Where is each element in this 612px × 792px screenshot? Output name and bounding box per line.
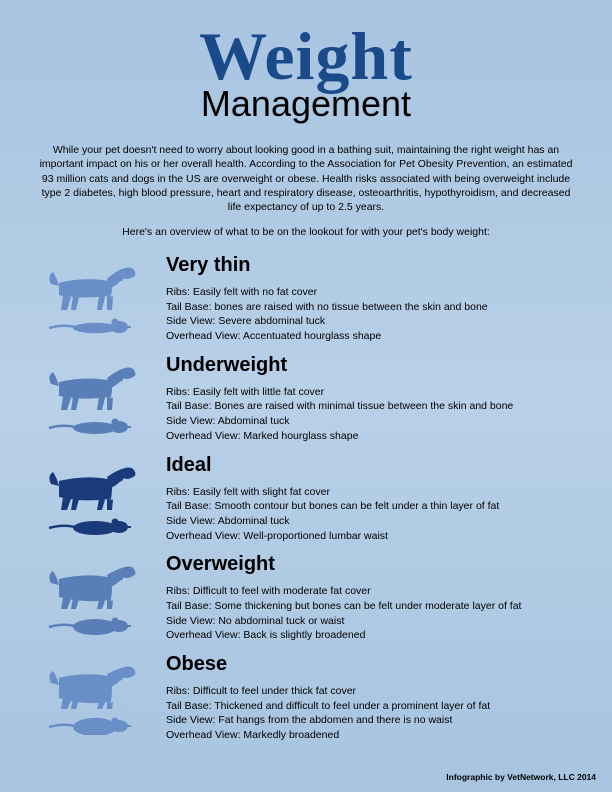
category-title: Ideal <box>166 454 584 477</box>
categories-list: Very thin Ribs: Easily felt with no fat … <box>28 252 584 743</box>
category-text: Ideal Ribs: Easily felt with slight fat … <box>158 452 584 544</box>
category-overhead: Overhead View: Marked hourglass shape <box>166 429 584 444</box>
category-ribs: Ribs: Easily felt with no fat cover <box>166 285 584 300</box>
category-ribs: Ribs: Easily felt with slight fat cover <box>166 485 584 500</box>
category-side: Side View: Abdominal tuck <box>166 514 584 529</box>
category-overhead: Overhead View: Back is slightly broadene… <box>166 628 584 643</box>
category-title: Overweight <box>166 553 584 576</box>
title-sub: Management <box>28 83 584 125</box>
category-title: Very thin <box>166 254 584 277</box>
category-text: Overweight Ribs: Difficult to feel with … <box>158 551 584 643</box>
category-side: Side View: Abdominal tuck <box>166 414 584 429</box>
mouse-icon <box>45 314 141 336</box>
category-row: Ideal Ribs: Easily felt with slight fat … <box>28 452 584 544</box>
dog-icon <box>45 358 141 414</box>
category-ribs: Ribs: Difficult to feel with moderate fa… <box>166 584 584 599</box>
category-overhead: Overhead View: Well-proportioned lumbar … <box>166 529 584 544</box>
category-tail: Tail Base: bones are raised with no tiss… <box>166 300 584 315</box>
category-title: Obese <box>166 653 584 676</box>
category-tail: Tail Base: Thickened and difficult to fe… <box>166 699 584 714</box>
mouse-icon <box>45 414 141 436</box>
category-row: Overweight Ribs: Difficult to feel with … <box>28 551 584 643</box>
credit-text: Infographic by VetNetwork, LLC 2014 <box>446 772 596 782</box>
category-icons <box>28 651 158 735</box>
category-overhead: Overhead View: Accentuated hourglass sha… <box>166 329 584 344</box>
dog-icon <box>45 557 141 613</box>
category-icons <box>28 352 158 436</box>
category-side: Side View: No abdominal tuck or waist <box>166 614 584 629</box>
mouse-icon <box>45 514 141 536</box>
category-ribs: Ribs: Easily felt with little fat cover <box>166 385 584 400</box>
overview-text: Here's an overview of what to be on the … <box>28 226 584 238</box>
category-row: Very thin Ribs: Easily felt with no fat … <box>28 252 584 344</box>
category-tail: Tail Base: Smooth contour but bones can … <box>166 499 584 514</box>
category-icons <box>28 551 158 635</box>
title-main: Weight <box>28 26 584 87</box>
dog-icon <box>45 657 141 713</box>
page: Weight Management While your pet doesn't… <box>0 0 612 761</box>
category-text: Underweight Ribs: Easily felt with littl… <box>158 352 584 444</box>
dog-icon <box>45 258 141 314</box>
category-text: Very thin Ribs: Easily felt with no fat … <box>158 252 584 344</box>
category-tail: Tail Base: Bones are raised with minimal… <box>166 399 584 414</box>
mouse-icon <box>45 713 141 735</box>
dog-icon <box>45 458 141 514</box>
category-tail: Tail Base: Some thickening but bones can… <box>166 599 584 614</box>
category-row: Obese Ribs: Difficult to feel under thic… <box>28 651 584 743</box>
category-icons <box>28 252 158 336</box>
category-ribs: Ribs: Difficult to feel under thick fat … <box>166 684 584 699</box>
category-side: Side View: Severe abdominal tuck <box>166 314 584 329</box>
category-side: Side View: Fat hangs from the abdomen an… <box>166 713 584 728</box>
mouse-icon <box>45 613 141 635</box>
category-text: Obese Ribs: Difficult to feel under thic… <box>158 651 584 743</box>
category-title: Underweight <box>166 354 584 377</box>
category-row: Underweight Ribs: Easily felt with littl… <box>28 352 584 444</box>
category-overhead: Overhead View: Markedly broadened <box>166 728 584 743</box>
category-icons <box>28 452 158 536</box>
intro-text: While your pet doesn't need to worry abo… <box>28 143 584 214</box>
